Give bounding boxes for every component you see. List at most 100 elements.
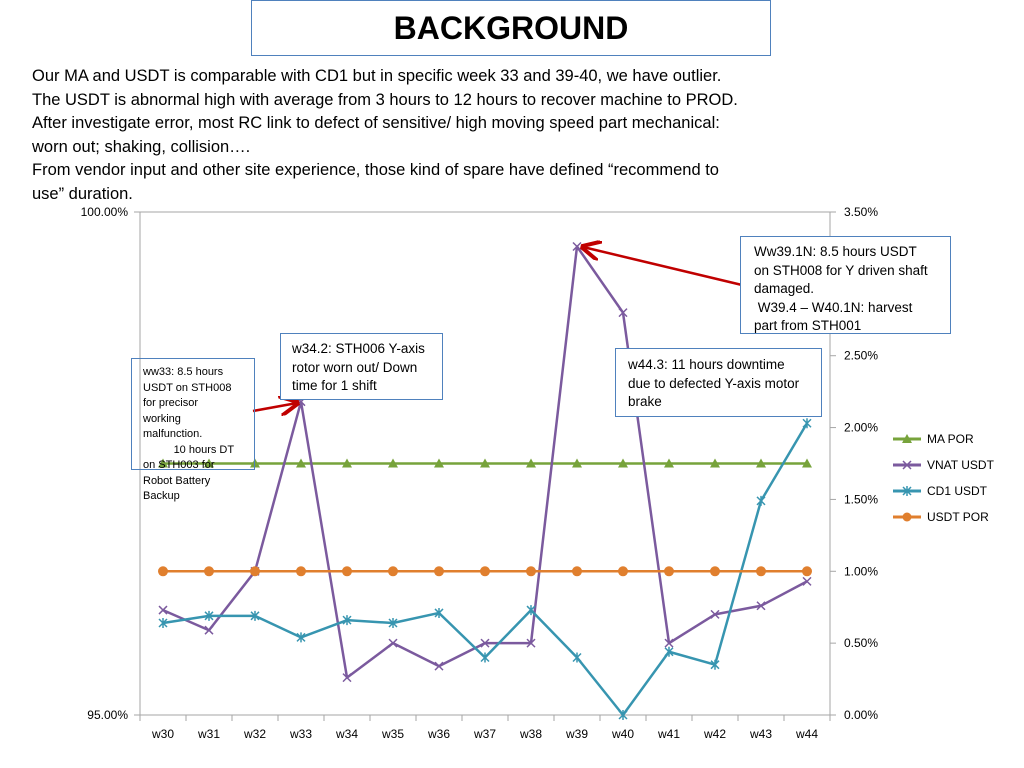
annotation-line: damaged.	[754, 281, 815, 296]
data-point-cd1-usdt	[572, 652, 582, 663]
annotation-line: w34.2: STH006 Y-axis	[292, 341, 425, 356]
intro-line: The USDT is abnormal high with average f…	[32, 90, 738, 109]
data-point-ma-por	[710, 458, 720, 468]
y-right-tick-label: 3.50%	[844, 205, 878, 219]
annotation-line: Robot Battery	[143, 474, 211, 487]
data-point-cd1-usdt	[756, 495, 766, 506]
annotation-line: due to defected Y-axis motor	[628, 375, 800, 391]
data-point-ma-por	[158, 458, 168, 468]
data-point-ma-por	[204, 458, 214, 468]
data-point-usdt-por	[710, 566, 720, 577]
legend-label: MA POR	[927, 432, 974, 446]
data-point-cd1-usdt	[480, 652, 490, 663]
data-point-cd1-usdt	[204, 610, 214, 621]
data-point-cd1-usdt	[296, 632, 306, 643]
data-point-usdt-por	[250, 566, 260, 577]
annotation-w39: Ww39.1N: 8.5 hours USDT on STH008 for Y …	[740, 236, 951, 334]
page-title: BACKGROUND	[393, 9, 629, 46]
data-point-ma-por	[756, 458, 766, 468]
intro-line: From vendor input and other site experie…	[32, 161, 719, 179]
x-tick-label: w36	[427, 727, 450, 741]
data-point-cd1-usdt	[158, 618, 168, 629]
legend-marker-cd1-usdt	[893, 486, 921, 496]
data-point-cd1-usdt	[250, 610, 260, 621]
data-point-cd1-usdt	[388, 618, 398, 629]
annotation-arrow-w39	[583, 247, 743, 287]
x-tick-label: w43	[749, 727, 772, 741]
annotation-line: brake	[628, 394, 662, 409]
data-point-usdt-por	[802, 566, 812, 577]
data-point-usdt-por	[388, 566, 398, 577]
data-point-vnat-usdt	[664, 638, 674, 648]
annotation-line: USDT on STH008	[143, 381, 232, 394]
x-tick-label: w38	[519, 727, 542, 741]
annotation-line: on STH003 for	[143, 459, 215, 471]
data-point-ma-por	[664, 458, 674, 468]
x-tick-label: w34	[335, 727, 358, 741]
legend-item-cd1-usdt: CD1 USDT	[893, 478, 994, 504]
data-point-ma-por	[342, 458, 352, 468]
data-point-usdt-por	[480, 566, 490, 577]
y-left-tick-label: 95.00%	[87, 708, 128, 722]
intro-text: Our MA and USDT is comparable with CD1 b…	[32, 65, 812, 206]
data-point-vnat-usdt	[388, 638, 398, 648]
annotation-line: working	[143, 412, 181, 425]
data-point-vnat-usdt	[158, 605, 168, 615]
data-point-ma-por	[480, 458, 490, 468]
data-point-vnat-usdt	[434, 661, 444, 671]
data-point-usdt-por	[756, 566, 766, 577]
data-point-usdt-por	[664, 566, 674, 577]
x-tick-label: w32	[243, 727, 266, 741]
data-point-vnat-usdt	[710, 609, 720, 619]
data-point-ma-por	[250, 458, 260, 468]
intro-line: use” duration.	[32, 184, 133, 203]
legend-label: USDT POR	[927, 510, 989, 524]
data-point-vnat-usdt	[802, 576, 812, 586]
legend-label: CD1 USDT	[927, 484, 988, 498]
data-point-vnat-usdt	[618, 308, 628, 318]
data-point-usdt-por	[296, 566, 306, 577]
data-point-vnat-usdt	[204, 625, 214, 635]
data-point-usdt-por	[434, 566, 444, 577]
data-point-ma-por	[572, 458, 582, 468]
data-point-ma-por	[802, 458, 812, 468]
data-point-ma-por	[296, 458, 306, 468]
data-point-cd1-usdt	[710, 659, 720, 670]
intro-line: After investigate error, most RC link to…	[32, 114, 720, 132]
data-point-cd1-usdt	[664, 646, 674, 657]
legend-marker-usdt-por	[893, 512, 921, 522]
annotation-line: part from STH001	[754, 318, 862, 333]
y-right-tick-label: 0.50%	[844, 636, 878, 650]
x-tick-label: w37	[473, 727, 496, 741]
chart-legend: MA POR VNAT USDT CD1 USDT USDT POR	[893, 426, 994, 530]
data-point-usdt-por	[572, 566, 582, 577]
annotation-line: time for 1 shift	[292, 378, 377, 393]
annotation-w34: w34.2: STH006 Y-axis rotor worn out/ Dow…	[280, 333, 443, 400]
annotation-line: rotor worn out/ Down	[292, 359, 418, 375]
data-point-cd1-usdt	[618, 710, 628, 720]
y-right-tick-label: 1.50%	[844, 492, 878, 506]
data-point-vnat-usdt	[342, 673, 352, 683]
legend-item-ma-por: MA POR	[893, 426, 994, 452]
legend-label: VNAT USDT	[927, 458, 994, 472]
annotation-line: Backup	[143, 490, 180, 502]
data-point-ma-por	[434, 458, 444, 468]
data-point-vnat-usdt	[756, 601, 766, 611]
title-box: BACKGROUND	[251, 0, 771, 56]
y-right-tick-label: 2.50%	[844, 349, 878, 363]
data-point-cd1-usdt	[526, 605, 536, 616]
y-right-tick-label: 1.00%	[844, 564, 878, 578]
data-point-usdt-por	[158, 566, 168, 577]
annotation-line: ww33: 8.5 hours	[143, 366, 224, 378]
data-point-ma-por	[526, 458, 536, 468]
data-point-vnat-usdt	[480, 638, 490, 648]
annotation-line: W39.4 – W40.1N: harvest	[754, 299, 913, 315]
intro-line: worn out; shaking, collision….	[32, 137, 251, 156]
annotation-line: w44.3: 11 hours downtime	[628, 357, 785, 372]
legend-marker-vnat-usdt	[893, 460, 921, 470]
annotation-line: Ww39.1N: 8.5 hours USDT	[754, 244, 917, 259]
annotation-arrow-w33	[252, 403, 297, 411]
data-point-cd1-usdt	[342, 615, 352, 626]
x-tick-label: w33	[289, 727, 312, 741]
